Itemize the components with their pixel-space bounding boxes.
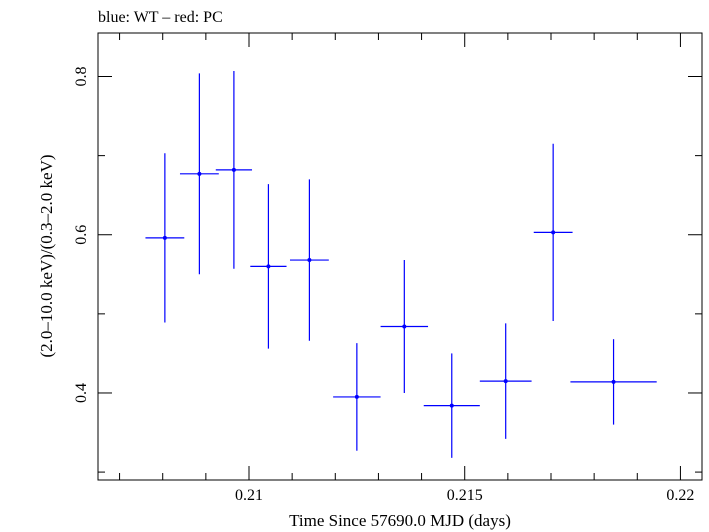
data-point <box>145 153 185 323</box>
x-tick-label: 0.22 <box>666 487 694 504</box>
chart-title: blue: WT – red: PC <box>98 9 223 26</box>
data-marker <box>231 167 236 172</box>
data-point <box>289 179 329 341</box>
axis-tick-labels: 0.21 0.215 0.22 0.4 0.6 0.8 <box>73 67 694 504</box>
plot-frame <box>97 32 703 481</box>
data-marker <box>551 230 556 235</box>
y-tick-label: 0.4 <box>73 383 90 403</box>
y-tick-label: 0.6 <box>73 225 90 245</box>
x-tick-label: 0.21 <box>235 487 263 504</box>
data-marker <box>611 379 616 384</box>
data-marker <box>307 258 312 263</box>
data-series <box>145 70 657 458</box>
data-point <box>380 260 429 393</box>
data-marker <box>266 264 271 269</box>
data-point <box>570 339 657 425</box>
data-marker <box>449 403 454 408</box>
data-marker <box>402 324 407 329</box>
data-marker <box>197 171 202 176</box>
data-point <box>333 343 381 451</box>
axis-ticks <box>98 33 702 480</box>
data-marker <box>162 235 167 240</box>
data-point <box>423 353 480 458</box>
data-point <box>533 143 573 321</box>
data-point <box>215 70 253 269</box>
data-marker <box>354 394 359 399</box>
x-tick-label: 0.215 <box>447 487 483 504</box>
y-axis-label: (2.0–10.0 keV)/(0.3–2.0 keV) <box>37 154 56 357</box>
x-axis-label: Time Since 57690.0 MJD (days) <box>289 511 511 530</box>
data-marker <box>503 379 508 384</box>
data-point <box>479 323 532 439</box>
data-point <box>179 73 219 275</box>
data-point <box>250 184 287 349</box>
y-tick-label: 0.8 <box>73 67 90 87</box>
